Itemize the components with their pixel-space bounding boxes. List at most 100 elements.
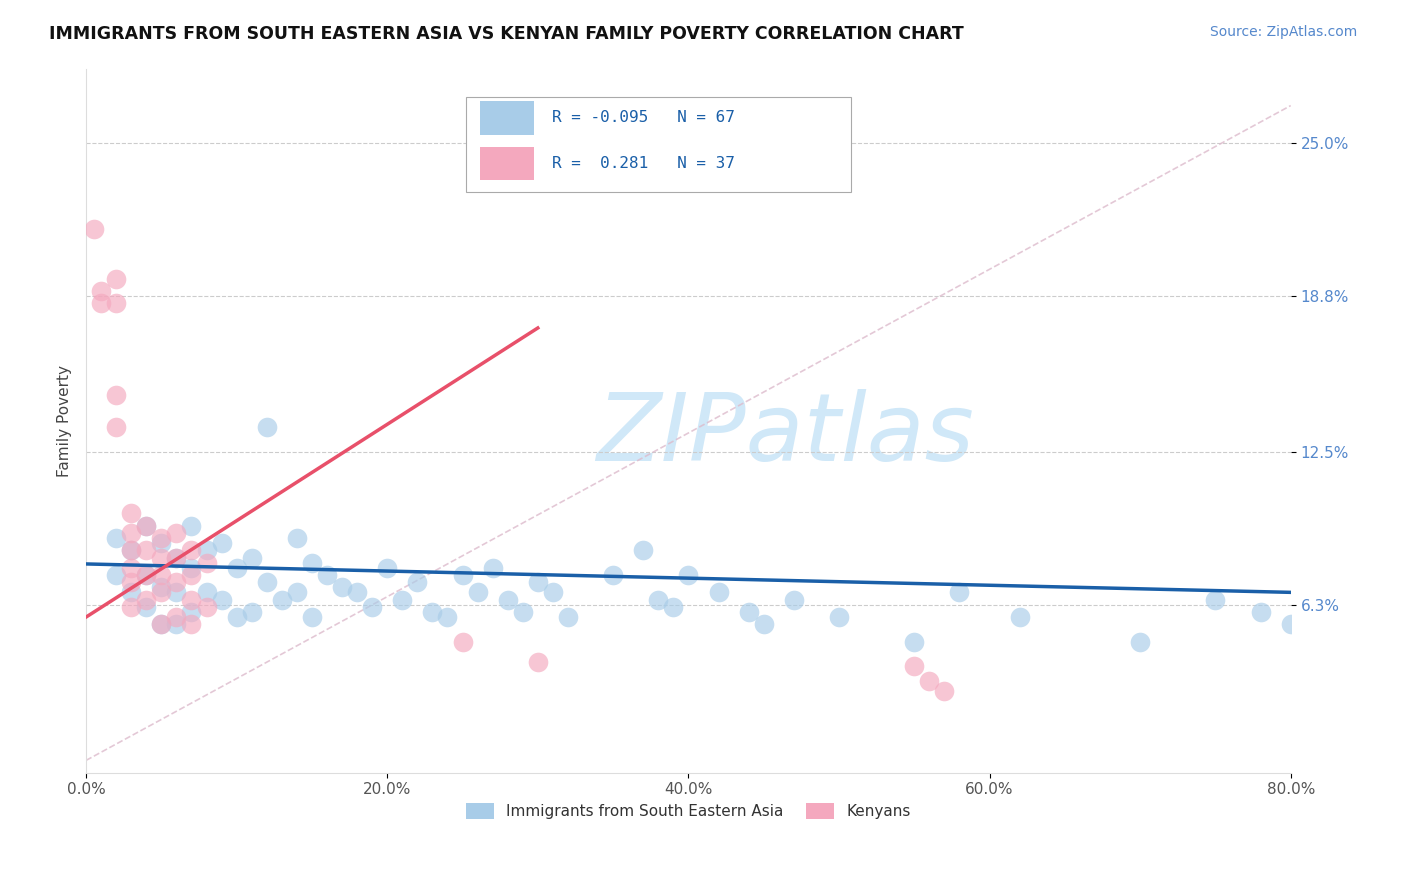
Point (1008, 610, 1031, 624)
Point (180, 518, 202, 533)
Point (105, 296, 128, 310)
Point (481, 560, 503, 574)
Point (225, 610, 247, 624)
Point (557, 610, 579, 624)
Point (752, 617, 775, 632)
Point (1309, 585, 1331, 599)
Point (678, 568, 700, 582)
Point (948, 585, 970, 599)
Point (165, 585, 187, 599)
Point (903, 634, 925, 648)
Legend: Immigrants from South Eastern Asia, Kenyans: Immigrants from South Eastern Asia, Keny… (460, 797, 917, 825)
Point (195, 600, 218, 615)
Y-axis label: Family Poverty: Family Poverty (58, 365, 72, 476)
Point (150, 617, 173, 632)
Point (285, 531, 308, 545)
Point (150, 617, 173, 632)
Point (256, 419, 278, 434)
Point (120, 543, 142, 558)
Text: R = -0.095   N = 67: R = -0.095 N = 67 (553, 111, 735, 125)
Text: R =  0.281   N = 37: R = 0.281 N = 37 (553, 156, 735, 171)
Point (105, 531, 128, 545)
Point (707, 585, 730, 599)
Point (1204, 592, 1226, 607)
Point (105, 419, 128, 434)
Point (301, 556, 323, 570)
Point (180, 617, 202, 632)
Point (285, 585, 308, 599)
Point (361, 600, 384, 615)
Point (270, 592, 292, 607)
Point (135, 568, 157, 582)
Point (1355, 610, 1378, 624)
Point (135, 568, 157, 582)
Point (150, 550, 173, 565)
Point (496, 592, 519, 607)
Point (150, 531, 173, 545)
Point (225, 560, 247, 574)
Point (165, 617, 187, 632)
Point (631, 543, 654, 558)
Point (301, 610, 323, 624)
Point (512, 605, 534, 619)
Point (602, 568, 624, 582)
Point (422, 605, 444, 619)
Point (406, 575, 429, 590)
FancyBboxPatch shape (479, 101, 534, 135)
Point (240, 605, 263, 619)
Point (195, 556, 218, 570)
Point (195, 585, 218, 599)
Point (467, 585, 489, 599)
Point (828, 610, 851, 624)
Point (451, 634, 474, 648)
Text: Source: ZipAtlas.com: Source: ZipAtlas.com (1209, 25, 1357, 39)
Point (90, 284, 112, 298)
Text: ZIPatlas: ZIPatlas (596, 389, 974, 480)
Point (211, 592, 233, 607)
Point (1250, 605, 1272, 619)
Point (1279, 617, 1302, 632)
Text: IMMIGRANTS FROM SOUTH EASTERN ASIA VS KENYAN FAMILY POVERTY CORRELATION CHART: IMMIGRANTS FROM SOUTH EASTERN ASIA VS KE… (49, 25, 965, 43)
Point (195, 543, 218, 558)
Point (346, 585, 368, 599)
Point (135, 592, 157, 607)
Point (105, 271, 128, 285)
Point (120, 575, 142, 590)
Point (934, 684, 956, 698)
Point (737, 605, 759, 619)
Point (120, 600, 142, 615)
Point (316, 568, 339, 582)
Point (120, 543, 142, 558)
Point (180, 568, 202, 582)
Point (150, 581, 173, 595)
Point (135, 518, 157, 533)
Point (541, 585, 564, 599)
Point (527, 575, 550, 590)
Point (105, 387, 128, 401)
Point (180, 605, 202, 619)
FancyBboxPatch shape (465, 96, 851, 192)
Point (135, 543, 157, 558)
Point (180, 592, 202, 607)
Point (165, 550, 187, 565)
Point (165, 575, 187, 590)
Point (150, 585, 173, 599)
Point (165, 550, 187, 565)
Point (330, 581, 353, 595)
Point (436, 610, 458, 624)
Point (135, 518, 157, 533)
Point (451, 568, 474, 582)
Point (256, 575, 278, 590)
Point (150, 568, 173, 582)
Point (647, 592, 669, 607)
Point (527, 655, 550, 669)
Point (903, 659, 925, 673)
Point (180, 543, 202, 558)
Point (135, 600, 157, 615)
Point (120, 526, 142, 541)
Point (83, 222, 105, 236)
Point (180, 560, 202, 574)
Point (120, 560, 142, 574)
Point (211, 536, 233, 550)
Point (120, 506, 142, 520)
